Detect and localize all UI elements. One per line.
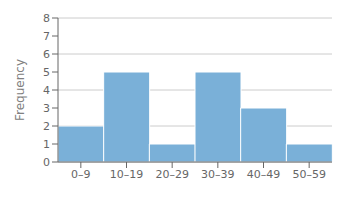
svg-text:8: 8 — [43, 12, 50, 25]
svg-text:4: 4 — [43, 84, 50, 97]
svg-text:0: 0 — [43, 156, 50, 169]
svg-text:Frequency: Frequency — [13, 59, 27, 121]
svg-text:2: 2 — [43, 120, 50, 133]
svg-text:0–9: 0–9 — [71, 168, 91, 181]
svg-text:5: 5 — [43, 66, 50, 79]
svg-text:40–49: 40–49 — [247, 168, 281, 181]
svg-text:7: 7 — [43, 30, 50, 43]
svg-text:1: 1 — [43, 138, 50, 151]
svg-text:6: 6 — [43, 48, 50, 61]
svg-text:20–29: 20–29 — [155, 168, 189, 181]
svg-text:30–39: 30–39 — [201, 168, 235, 181]
svg-text:10–19: 10–19 — [110, 168, 144, 181]
svg-text:3: 3 — [43, 102, 50, 115]
svg-text:50–59: 50–59 — [292, 168, 326, 181]
